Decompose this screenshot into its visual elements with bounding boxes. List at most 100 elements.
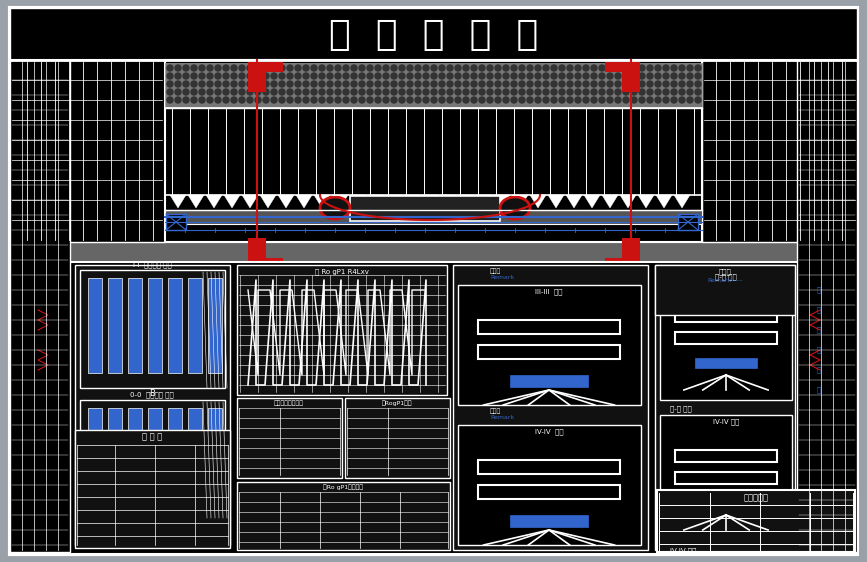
Circle shape — [271, 89, 277, 95]
Text: 设 备 表: 设 备 表 — [142, 432, 162, 441]
Circle shape — [351, 73, 357, 79]
Circle shape — [679, 65, 685, 71]
Polygon shape — [224, 195, 240, 208]
Circle shape — [215, 97, 221, 103]
Bar — [458, 425, 641, 545]
Circle shape — [527, 89, 533, 95]
Circle shape — [439, 73, 445, 79]
Circle shape — [655, 89, 661, 95]
Circle shape — [223, 73, 229, 79]
Circle shape — [263, 81, 269, 87]
Circle shape — [583, 97, 589, 103]
Circle shape — [551, 65, 557, 71]
Circle shape — [279, 89, 285, 95]
Circle shape — [615, 97, 621, 103]
Circle shape — [671, 73, 677, 79]
Circle shape — [295, 89, 301, 95]
Circle shape — [191, 65, 197, 71]
Circle shape — [559, 97, 565, 103]
Circle shape — [255, 65, 261, 71]
Circle shape — [671, 81, 677, 87]
Bar — [10, 240, 857, 262]
Bar — [248, 62, 283, 72]
Bar — [605, 62, 640, 72]
Circle shape — [615, 89, 621, 95]
Circle shape — [223, 97, 229, 103]
Bar — [622, 238, 640, 268]
Circle shape — [623, 81, 629, 87]
Bar — [108, 408, 122, 503]
Circle shape — [231, 97, 237, 103]
Circle shape — [455, 89, 461, 95]
Circle shape — [511, 97, 517, 103]
Circle shape — [663, 65, 669, 71]
Circle shape — [607, 81, 613, 87]
Circle shape — [383, 73, 389, 79]
Circle shape — [455, 97, 461, 103]
Circle shape — [207, 81, 213, 87]
Circle shape — [551, 81, 557, 87]
Text: 采RogP1指标: 采RogP1指标 — [381, 400, 413, 406]
Circle shape — [175, 65, 181, 71]
Polygon shape — [332, 195, 348, 208]
Circle shape — [335, 89, 341, 95]
Circle shape — [399, 65, 405, 71]
Bar — [188, 408, 202, 503]
Text: 采煤方法图: 采煤方法图 — [744, 493, 768, 502]
Circle shape — [479, 65, 485, 71]
Bar — [829, 300, 857, 318]
Circle shape — [415, 65, 421, 71]
Circle shape — [287, 65, 293, 71]
Circle shape — [551, 73, 557, 79]
Text: 中-中 全图: 中-中 全图 — [715, 273, 737, 280]
Circle shape — [639, 97, 645, 103]
Circle shape — [591, 89, 597, 95]
Circle shape — [439, 97, 445, 103]
Circle shape — [591, 65, 597, 71]
Circle shape — [599, 65, 605, 71]
Circle shape — [255, 81, 261, 87]
Circle shape — [663, 97, 669, 103]
Circle shape — [367, 81, 373, 87]
Circle shape — [607, 89, 613, 95]
Circle shape — [431, 65, 437, 71]
Circle shape — [255, 89, 261, 95]
Circle shape — [679, 81, 685, 87]
Circle shape — [559, 73, 565, 79]
Circle shape — [263, 97, 269, 103]
Circle shape — [351, 81, 357, 87]
Circle shape — [599, 89, 605, 95]
Circle shape — [303, 81, 309, 87]
Circle shape — [583, 89, 589, 95]
Circle shape — [399, 81, 405, 87]
Circle shape — [527, 81, 533, 87]
Circle shape — [375, 97, 381, 103]
Polygon shape — [602, 195, 618, 208]
Text: 掘进机: 掘进机 — [490, 268, 501, 274]
Circle shape — [487, 73, 493, 79]
Circle shape — [399, 73, 405, 79]
Circle shape — [543, 97, 549, 103]
Polygon shape — [314, 195, 330, 208]
Bar — [148, 278, 162, 373]
Circle shape — [543, 65, 549, 71]
Text: 一: 一 — [817, 366, 821, 373]
Circle shape — [295, 65, 301, 71]
Circle shape — [247, 65, 253, 71]
Circle shape — [551, 97, 557, 103]
Circle shape — [647, 89, 653, 95]
Circle shape — [423, 73, 429, 79]
Circle shape — [391, 65, 397, 71]
Circle shape — [263, 65, 269, 71]
Circle shape — [695, 73, 701, 79]
Circle shape — [311, 97, 317, 103]
Circle shape — [231, 73, 237, 79]
Text: 掘进机: 掘进机 — [719, 268, 732, 275]
Circle shape — [655, 81, 661, 87]
Circle shape — [303, 73, 309, 79]
Bar — [10, 60, 165, 242]
Bar — [605, 258, 640, 268]
Circle shape — [447, 89, 453, 95]
Circle shape — [319, 97, 325, 103]
Circle shape — [327, 89, 333, 95]
